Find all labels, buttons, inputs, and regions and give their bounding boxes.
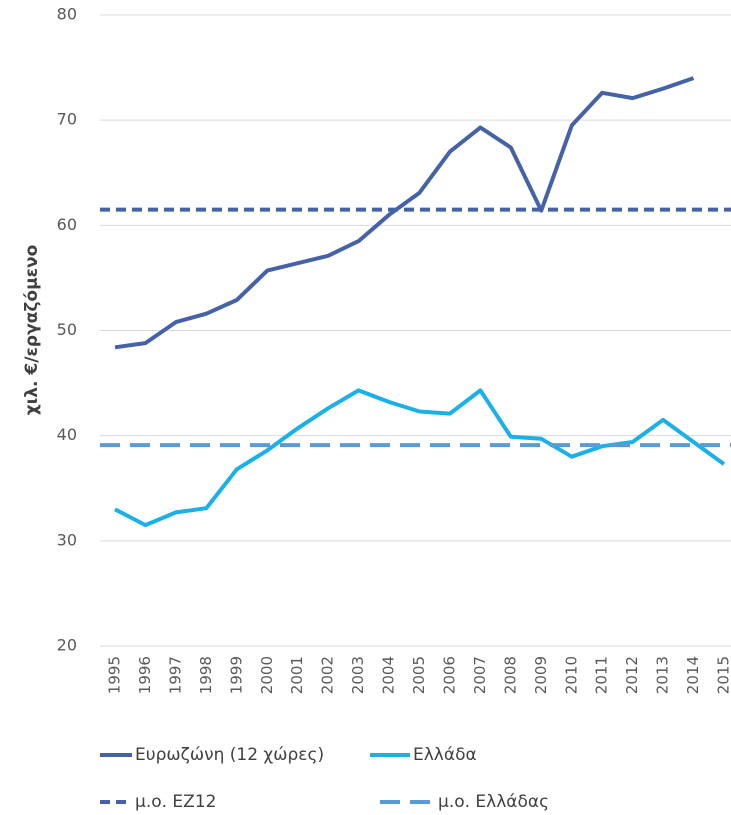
- x-tick-label: 2001: [288, 656, 306, 694]
- y-tick-label: 50: [57, 320, 77, 339]
- x-tick-label: 2008: [501, 656, 519, 694]
- y-tick-label: 20: [57, 636, 77, 655]
- y-tick-label: 70: [57, 110, 77, 129]
- x-tick-label: 2005: [410, 656, 428, 694]
- y-tick-label: 30: [57, 530, 77, 549]
- x-tick-label: 2013: [654, 656, 672, 694]
- legend-label: Ευρωζώνη (12 χώρες): [135, 745, 324, 765]
- y-tick-label: 40: [57, 425, 77, 444]
- series-line: [114, 76, 695, 350]
- x-tick-label: 2012: [623, 656, 641, 694]
- y-axis-label: χιλ. €/εργαζόμενο: [22, 245, 42, 416]
- x-tick-label: 1996: [136, 656, 154, 694]
- x-tick-label: 2006: [440, 656, 458, 694]
- x-tick-label: 2007: [471, 656, 489, 694]
- x-tick-label: 2004: [380, 656, 398, 694]
- y-tick-label: 80: [57, 5, 77, 24]
- x-tick-label: 2009: [532, 656, 550, 694]
- legend-label: Ελλάδα: [413, 745, 477, 765]
- x-tick-label: 2010: [562, 656, 580, 694]
- x-tick-label: 1999: [227, 656, 245, 694]
- legend-label: μ.ο. Ελλάδας: [438, 792, 549, 812]
- x-tick-label: 2000: [258, 656, 276, 694]
- x-tick-label: 1995: [106, 656, 124, 694]
- legend-label: μ.ο. ΕΖ12: [135, 792, 216, 812]
- x-tick-label: 1997: [166, 656, 184, 694]
- y-tick-label: 60: [57, 215, 77, 234]
- x-tick-label: 2011: [593, 656, 611, 694]
- x-tick-label: 2002: [319, 656, 337, 694]
- x-tick-label: 2015: [715, 656, 731, 694]
- x-tick-label: 1998: [197, 656, 215, 694]
- x-tick-label: 2003: [349, 656, 367, 694]
- series-line: [114, 388, 726, 528]
- x-tick-label: 2014: [684, 656, 702, 694]
